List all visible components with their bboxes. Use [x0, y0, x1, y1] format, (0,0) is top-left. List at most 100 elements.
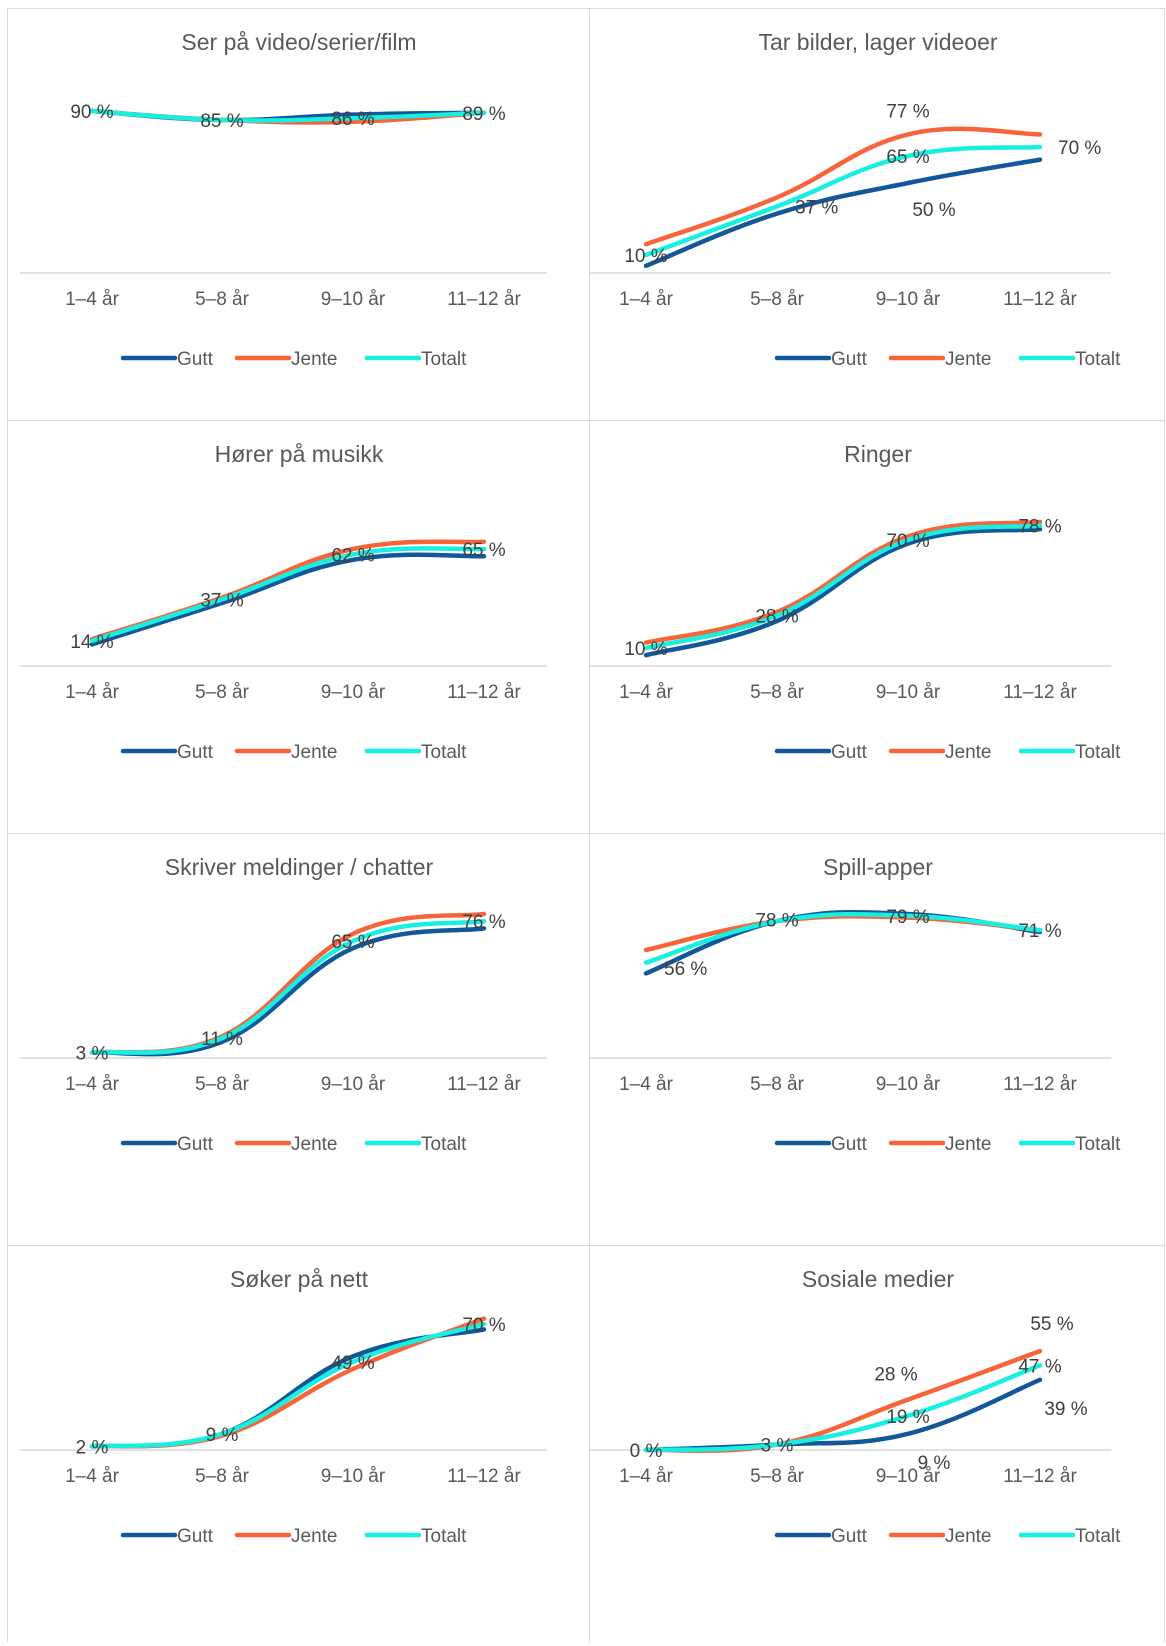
x-tick-label: 9–10 år [876, 289, 941, 310]
chart-panel-music: Hører på musikk 1–4 år 5–8 år 9–10 år 11–12 … [7, 420, 589, 833]
chart-svg-music: Hører på musikk 1–4 år 5–8 år 9–10 år 11–12 … [20, 441, 547, 763]
data-label: 10 % [624, 246, 667, 267]
series-line-totalt [643, 911, 1043, 965]
data-label: 11 % [201, 1029, 243, 1050]
data-label: 19 % [886, 1407, 929, 1428]
data-label: 14 % [70, 632, 113, 653]
legend-label-totalt: Totalt [1075, 1134, 1121, 1155]
series-line-totalt [89, 918, 487, 1055]
data-label: 85 % [200, 111, 243, 132]
chart-title: Ser på video/serier/film [181, 29, 416, 55]
x-tick-label: 11–12 år [1003, 1074, 1077, 1095]
data-label: 0 % [630, 1441, 663, 1462]
legend-label-gutt: Gutt [177, 1526, 214, 1547]
x-tick-label: 1–4 år [619, 289, 674, 310]
chart-panel-video: Ser på video/serier/film 1–4 år 5–8 år 9–10… [7, 8, 589, 420]
x-tick-label: 11–12 år [1003, 1466, 1077, 1487]
chart-title: Spill-apper [823, 854, 933, 880]
chart-svg-photos: Tar bilder, lager videoer 1–4 år 5–8 år 9–1… [590, 29, 1121, 370]
data-label: 49 % [331, 1353, 374, 1374]
data-label: 55 % [1030, 1314, 1073, 1335]
x-tick-label: 9–10 år [321, 682, 386, 703]
x-tick-label: 11–12 år [447, 1074, 521, 1095]
data-label: 78 % [1018, 517, 1061, 538]
chart-svg-calls: Ringer 1–4 år 5–8 år 9–10 år 11–12 år 10 % 28 … [590, 441, 1121, 763]
legend-label-jente: Jente [945, 1526, 991, 1547]
data-label: 78 % [755, 910, 798, 931]
x-tick-label: 11–12 år [447, 289, 521, 310]
series-line-jente [89, 911, 487, 1055]
chart-svg-games: Spill-apper 1–4 år 5–8 år 9–10 år 11–12 år 56… [590, 854, 1121, 1155]
series-line-totalt [89, 546, 487, 644]
chart-panel-messages: Skriver meldinger / chatter 1–4 år 5–8 år 9… [7, 833, 589, 1245]
data-label: 9 % [206, 1425, 239, 1446]
data-label: 89 % [462, 104, 505, 125]
chart-grid: Ser på video/serier/film 1–4 år 5–8 år 9–10… [7, 8, 1165, 1642]
chart-title: Tar bilder, lager videoer [758, 29, 997, 55]
legend-label-totalt: Totalt [1075, 349, 1121, 370]
legend-label-jente: Jente [291, 1134, 337, 1155]
series-line-gutt [89, 552, 487, 647]
series-line-totalt [89, 1321, 487, 1449]
chart-title: Hører på musikk [215, 441, 384, 467]
legend-label-jente: Jente [291, 742, 337, 763]
chart-panel-search: Søker på nett 1–4 år 5–8 år 9–10 år 11–12 år… [7, 1245, 589, 1642]
chart-title: Skriver meldinger / chatter [165, 854, 434, 880]
x-tick-label: 9–10 år [321, 289, 386, 310]
legend-label-totalt: Totalt [421, 1134, 467, 1155]
data-label: 37 % [795, 197, 838, 218]
chart-title: Sosiale medier [802, 1266, 954, 1292]
x-tick-label: 5–8 år [195, 1074, 250, 1095]
x-tick-label: 5–8 år [750, 1074, 805, 1095]
x-tick-label: 5–8 år [750, 1466, 805, 1487]
x-tick-label: 1–4 år [619, 1466, 674, 1487]
chart-svg-messages: Skriver meldinger / chatter 1–4 år 5–8 år 9… [20, 854, 547, 1155]
series-line-gutt [643, 526, 1043, 658]
x-tick-label: 5–8 år [195, 682, 250, 703]
legend-label-gutt: Gutt [831, 1526, 868, 1547]
series-line-totalt [643, 523, 1043, 651]
legend-label-gutt: Gutt [831, 349, 868, 370]
data-label: 47 % [1018, 1356, 1061, 1377]
data-label: 10 % [624, 639, 667, 660]
series-line-totalt [643, 144, 1043, 258]
x-tick-label: 5–8 år [195, 1466, 250, 1487]
data-label: 62 % [331, 545, 374, 566]
data-label: 3 % [76, 1044, 109, 1065]
data-label: 86 % [331, 109, 374, 130]
x-tick-label: 5–8 år [750, 682, 805, 703]
chart-svg-search: Søker på nett 1–4 år 5–8 år 9–10 år 11–12 år… [20, 1266, 547, 1547]
series-line-jente [643, 519, 1043, 645]
legend-label-totalt: Totalt [421, 1526, 467, 1547]
data-label: 56 % [664, 959, 707, 980]
x-tick-label: 9–10 år [876, 682, 941, 703]
x-tick-label: 11–12 år [447, 682, 521, 703]
x-tick-label: 11–12 år [1003, 682, 1077, 703]
legend-label-jente: Jente [945, 349, 991, 370]
legend-label-jente: Jente [945, 1134, 991, 1155]
data-label: 70 % [462, 1315, 505, 1336]
data-label: 9 % [918, 1453, 951, 1474]
x-tick-label: 9–10 år [321, 1466, 386, 1487]
legend-label-totalt: Totalt [421, 742, 467, 763]
x-tick-label: 1–4 år [619, 1074, 674, 1095]
data-label: 76 % [462, 912, 505, 933]
series-line-totalt [643, 1363, 1043, 1453]
data-label: 2 % [76, 1437, 109, 1458]
legend-label-gutt: Gutt [831, 742, 868, 763]
data-label: 39 % [1044, 1399, 1087, 1420]
chart-title: Søker på nett [230, 1266, 369, 1292]
series-line-totalt [89, 108, 487, 123]
legend-label-jente: Jente [291, 349, 337, 370]
legend-label-jente: Jente [291, 1526, 337, 1547]
data-label: 65 % [462, 540, 505, 561]
data-label: 28 % [874, 1365, 917, 1386]
data-label: 77 % [886, 101, 929, 122]
chart-title: Ringer [844, 441, 912, 467]
series-line-gutt [643, 157, 1043, 269]
x-tick-label: 1–4 år [65, 289, 120, 310]
data-label: 90 % [70, 102, 113, 123]
legend-label-gutt: Gutt [177, 1134, 214, 1155]
x-tick-label: 9–10 år [321, 1074, 386, 1095]
chart-svg-video: Ser på video/serier/film 1–4 år 5–8 år 9–10… [20, 29, 547, 370]
